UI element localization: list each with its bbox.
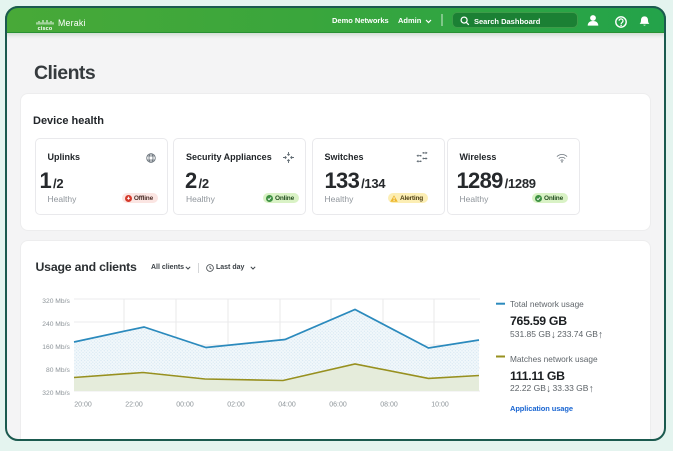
svg-text:cisco: cisco: [38, 26, 53, 31]
svg-text:20:00: 20:00: [74, 402, 92, 409]
svg-text:320 Mb/s: 320 Mb/s: [42, 390, 70, 397]
svg-text:240 Mb/s: 240 Mb/s: [42, 321, 70, 328]
svg-text:160 Mb/s: 160 Mb/s: [42, 344, 70, 351]
svg-text:02:00: 02:00: [227, 402, 245, 409]
svg-text:04:00: 04:00: [278, 402, 296, 409]
svg-text:10:00: 10:00: [431, 402, 449, 409]
svg-text:80 Mb/s: 80 Mb/s: [46, 367, 70, 374]
svg-text:22:00: 22:00: [125, 402, 143, 409]
svg-text:320 Mb/s: 320 Mb/s: [42, 298, 70, 305]
svg-text:00:00: 00:00: [176, 402, 194, 409]
svg-text:06:00: 06:00: [329, 402, 347, 409]
svg-text:08:00: 08:00: [380, 402, 398, 409]
